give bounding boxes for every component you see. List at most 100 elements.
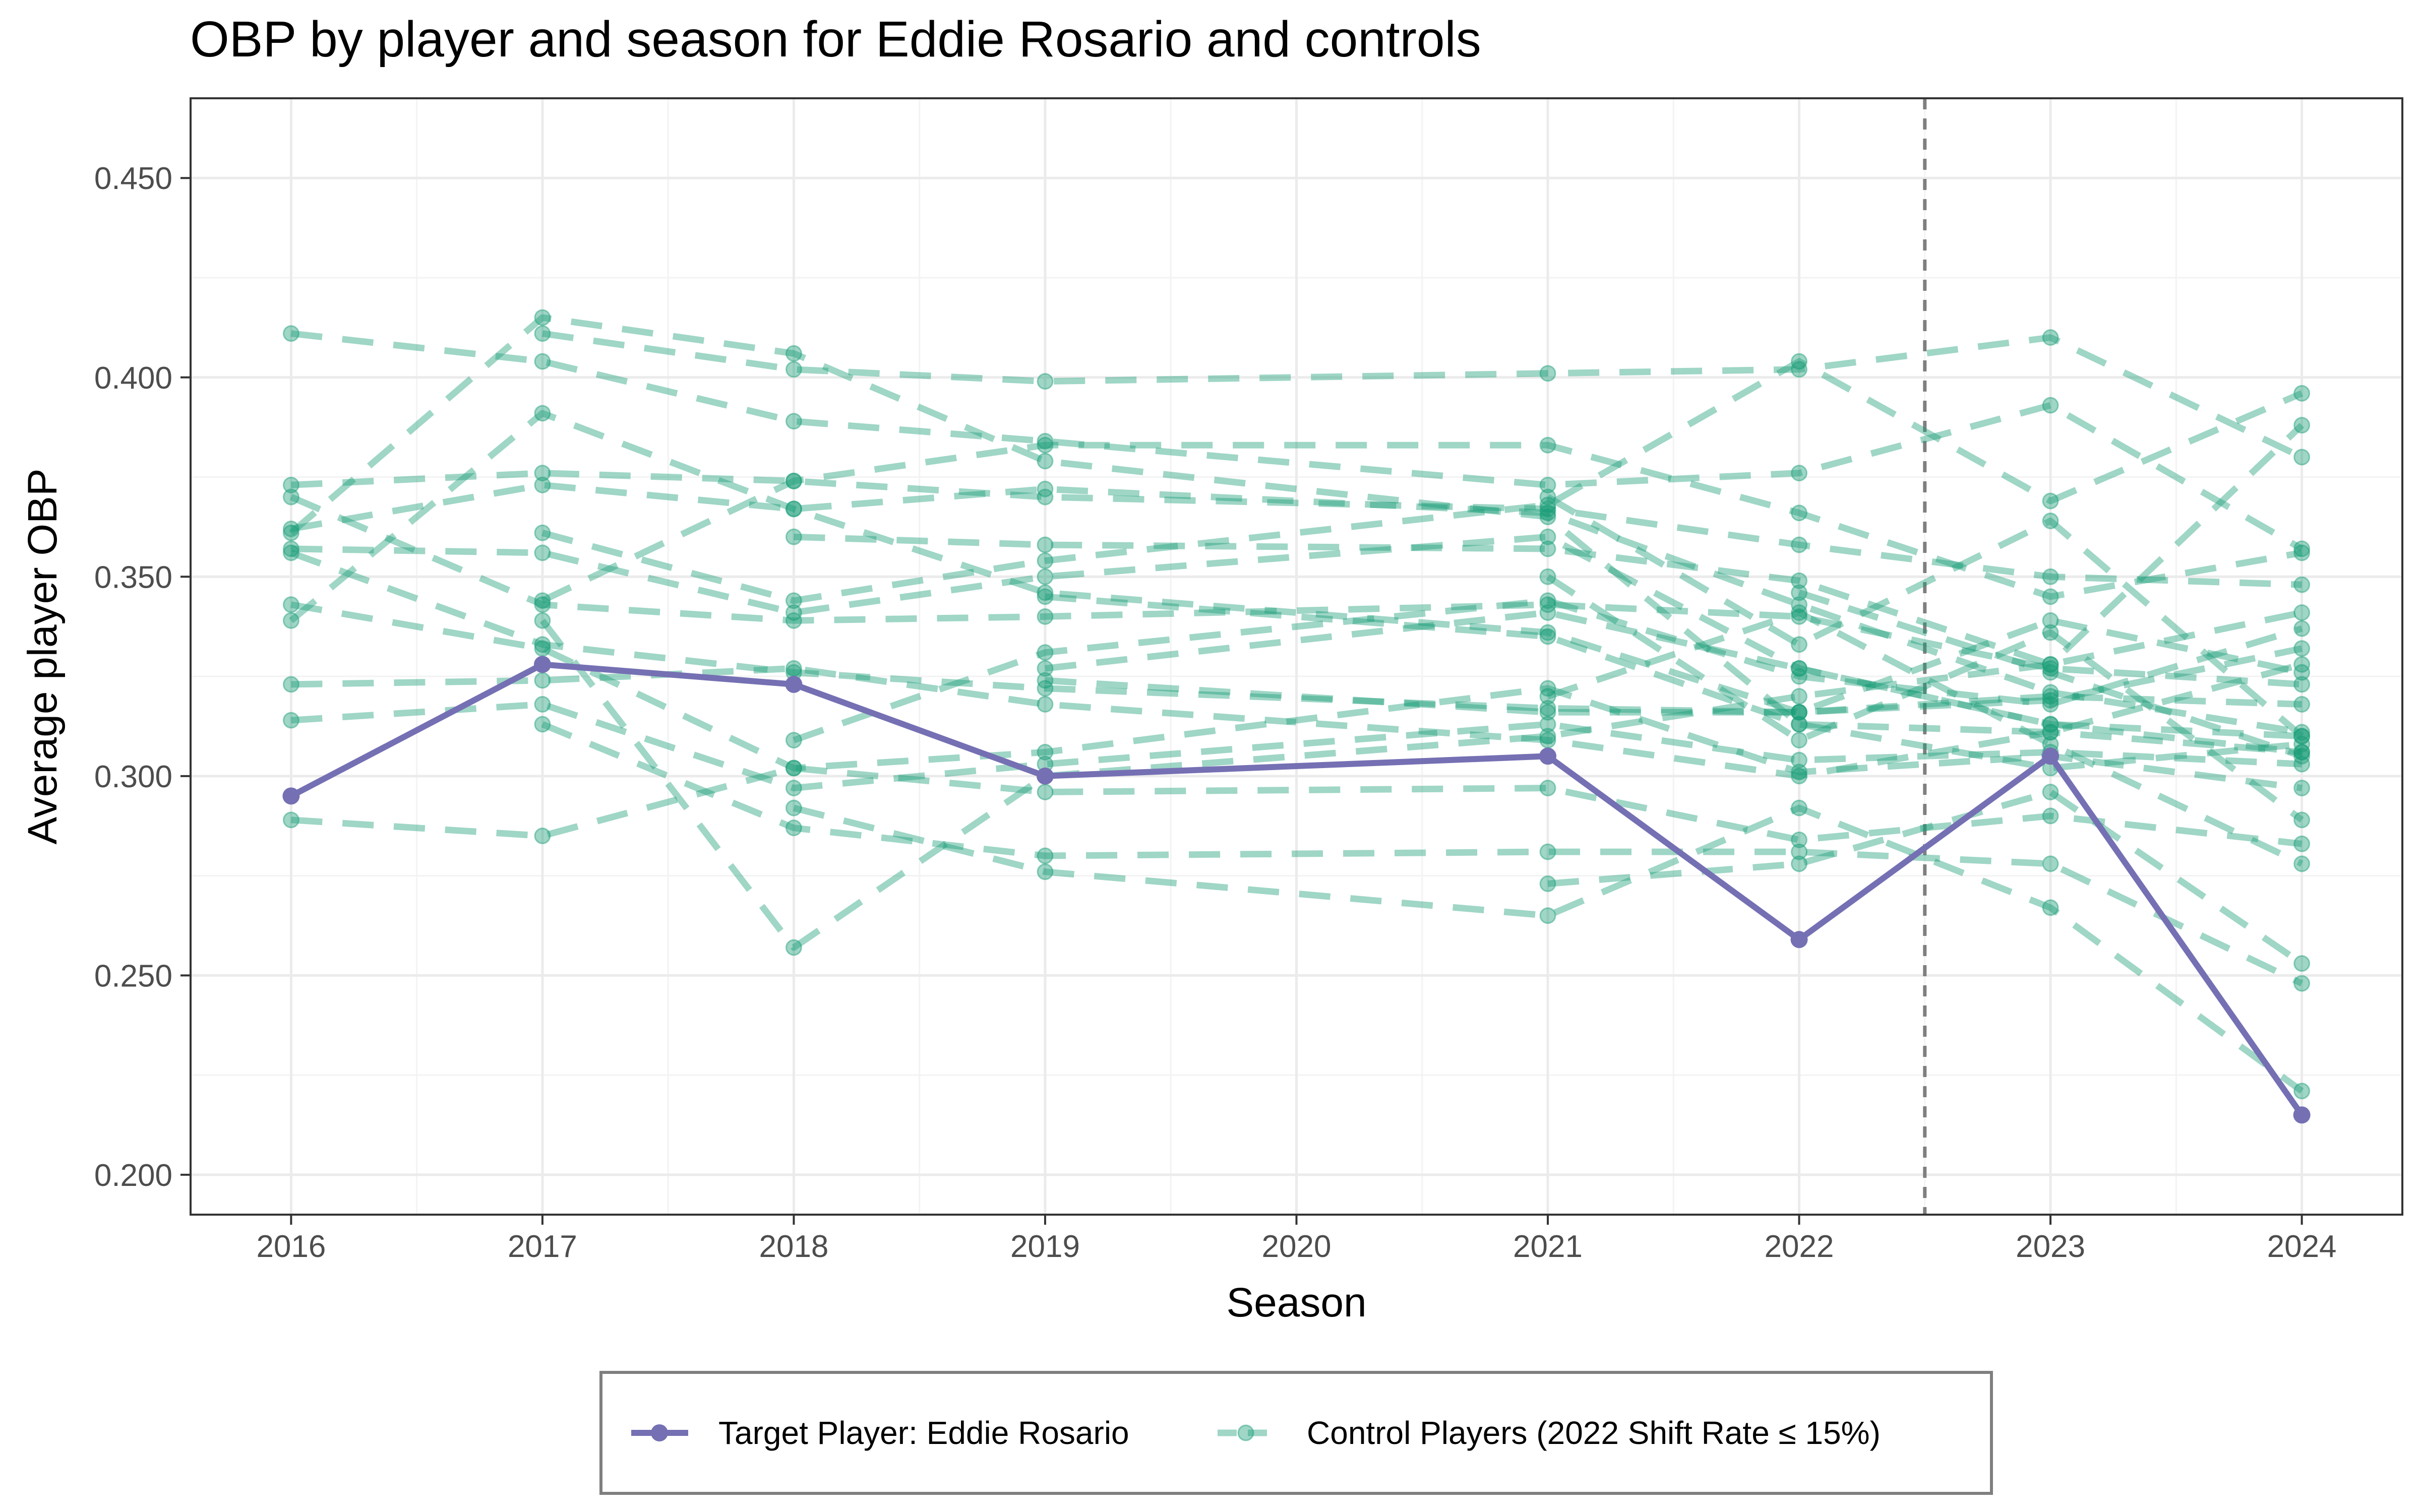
control-point xyxy=(2042,397,2059,414)
x-tick-label: 2019 xyxy=(1010,1229,1080,1264)
control-point xyxy=(2293,449,2311,466)
control-point xyxy=(785,361,802,378)
control-point xyxy=(534,309,551,326)
control-point xyxy=(534,827,551,844)
control-point xyxy=(1037,863,1054,880)
y-tick-label: 0.400 xyxy=(94,361,172,396)
control-point xyxy=(2042,688,2059,705)
control-point xyxy=(785,413,802,430)
control-point xyxy=(2042,329,2059,346)
control-player-line-23 xyxy=(1045,593,2303,772)
control-point xyxy=(1791,855,1808,872)
legend-box xyxy=(599,1371,1993,1495)
control-point xyxy=(1539,688,1556,705)
control-player-line-10 xyxy=(291,665,2303,780)
control-point xyxy=(2042,656,2059,673)
y-tick-label: 0.200 xyxy=(94,1158,172,1193)
control-point xyxy=(2042,660,2059,677)
control-player-line-15 xyxy=(541,442,2303,604)
control-point xyxy=(534,465,551,482)
control-point xyxy=(2293,975,2311,992)
control-player-line-24 xyxy=(1546,574,2304,823)
y-tick-label: 0.350 xyxy=(94,560,172,595)
control-point xyxy=(534,592,551,609)
control-point xyxy=(282,712,299,729)
control-point xyxy=(1539,716,1556,733)
control-point xyxy=(1791,688,1808,705)
control-point xyxy=(1037,432,1054,450)
control-point xyxy=(2042,664,2059,681)
control-point xyxy=(282,596,299,613)
target-point xyxy=(2042,747,2060,765)
control-point xyxy=(1037,847,1054,864)
control-point xyxy=(1791,361,1808,378)
control-point xyxy=(2293,743,2311,761)
control-point xyxy=(2293,385,2311,402)
control-point xyxy=(1037,660,1054,677)
control-player-line-20 xyxy=(793,804,2304,1094)
control-point xyxy=(1539,875,1556,892)
control-point xyxy=(2293,417,2311,434)
control-player-line-17 xyxy=(539,422,2305,951)
x-tick-label: 2020 xyxy=(1262,1229,1332,1264)
control-player-line-22 xyxy=(1045,617,2303,716)
control-point xyxy=(2293,728,2311,745)
control-point xyxy=(2293,780,2311,797)
control-point xyxy=(2042,807,2059,825)
control-point xyxy=(1037,453,1054,470)
control-point xyxy=(1791,596,1808,613)
target-point xyxy=(785,675,803,693)
control-player-line-25 xyxy=(1546,609,2304,867)
control-player-line-28 xyxy=(1798,589,2303,760)
control-point xyxy=(1539,704,1556,721)
control-point xyxy=(1539,496,1556,514)
control-point xyxy=(282,544,299,561)
control-point xyxy=(785,604,802,621)
control-point xyxy=(1539,680,1556,697)
control-point xyxy=(2042,492,2059,510)
control-point xyxy=(1539,509,1556,526)
control-player-line-4 xyxy=(290,481,2303,736)
control-point xyxy=(2293,743,2311,761)
control-point xyxy=(2042,624,2059,641)
target-point xyxy=(1036,767,1054,785)
control-point xyxy=(2293,1083,2311,1100)
control-point xyxy=(785,472,802,489)
control-point xyxy=(2293,811,2311,829)
control-player-line-21 xyxy=(1045,609,2302,740)
control-point xyxy=(534,544,551,561)
control-point xyxy=(1037,783,1054,800)
control-player-line-27 xyxy=(1546,494,2304,739)
control-point xyxy=(1037,373,1054,390)
control-point xyxy=(2042,568,2059,585)
x-axis-title: Season xyxy=(1226,1280,1366,1326)
control-point xyxy=(2293,747,2311,765)
control-point xyxy=(1539,365,1556,382)
control-point xyxy=(1539,568,1556,585)
control-point xyxy=(2042,716,2059,733)
control-point xyxy=(1791,764,1808,781)
control-point xyxy=(282,676,299,693)
control-point xyxy=(2293,604,2311,621)
control-point xyxy=(1791,751,1808,769)
x-axis: 2016 2017 2018 2019 2020 2021 2022 2023 2024 xyxy=(256,1215,2337,1264)
control-point xyxy=(534,640,551,657)
control-point xyxy=(282,476,299,493)
control-point xyxy=(2293,755,2311,773)
y-tick-label: 0.250 xyxy=(94,959,172,993)
control-point xyxy=(1791,716,1808,733)
control-point xyxy=(2293,676,2311,693)
control-point xyxy=(2293,540,2311,557)
control-point xyxy=(1791,716,1808,733)
target-point xyxy=(282,787,300,805)
legend: Target Player: Eddie Rosario Control Play… xyxy=(599,1371,1993,1495)
control-point xyxy=(1539,500,1556,518)
control-point xyxy=(1791,636,1808,653)
control-point xyxy=(2042,588,2059,605)
control-point xyxy=(1539,728,1556,745)
control-point xyxy=(534,612,551,629)
control-point xyxy=(282,540,299,557)
control-point xyxy=(1037,436,1054,454)
target-point xyxy=(533,656,551,673)
control-point xyxy=(1791,704,1808,721)
